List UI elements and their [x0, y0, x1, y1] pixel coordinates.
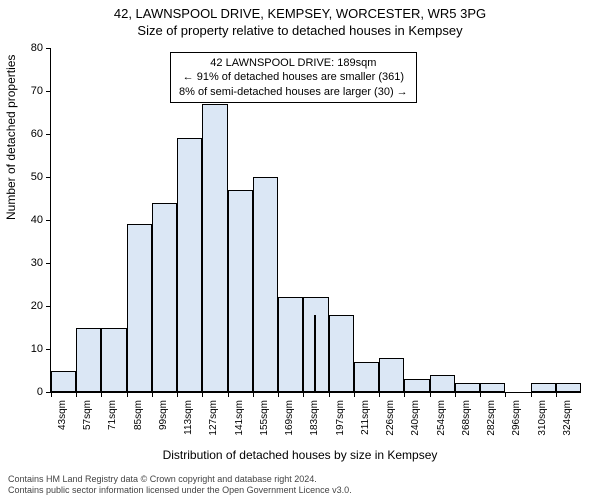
plot-area: 0102030405060708043sqm57sqm71sqm85sqm99s…	[50, 48, 580, 392]
y-tick-mark	[46, 220, 51, 221]
x-tick-mark	[505, 392, 506, 397]
y-tick-label: 0	[13, 386, 43, 398]
annotation-box: 42 LAWNSPOOL DRIVE: 189sqm ← 91% of deta…	[170, 52, 417, 103]
histogram-bar	[556, 383, 581, 392]
histogram-bar	[430, 375, 455, 392]
x-tick-label: 324sqm	[562, 400, 573, 440]
x-tick-mark	[177, 392, 178, 397]
annotation-line1: 42 LAWNSPOOL DRIVE: 189sqm	[179, 56, 408, 70]
x-tick-label: 71sqm	[107, 400, 118, 440]
histogram-bar	[329, 315, 354, 392]
y-tick-label: 40	[13, 214, 43, 226]
x-tick-mark	[430, 392, 431, 397]
y-tick-mark	[46, 91, 51, 92]
x-tick-label: 183sqm	[309, 400, 320, 440]
histogram-bar	[51, 371, 76, 393]
x-tick-label: 268sqm	[461, 400, 472, 440]
annotation-line3: 8% of semi-detached houses are larger (3…	[179, 85, 408, 99]
y-tick-mark	[46, 306, 51, 307]
title-sub: Size of property relative to detached ho…	[0, 23, 600, 38]
x-tick-label: 240sqm	[410, 400, 421, 440]
footer-line2: Contains public sector information licen…	[8, 485, 352, 496]
x-tick-label: 211sqm	[360, 400, 371, 440]
x-tick-label: 127sqm	[208, 400, 219, 440]
x-tick-label: 310sqm	[537, 400, 548, 440]
histogram-bar	[127, 224, 152, 392]
y-tick-mark	[46, 263, 51, 264]
x-tick-mark	[76, 392, 77, 397]
histogram-bar	[253, 177, 278, 392]
histogram-bar	[101, 328, 126, 393]
x-tick-label: 169sqm	[284, 400, 295, 440]
x-tick-mark	[480, 392, 481, 397]
x-tick-mark	[303, 392, 304, 397]
x-tick-mark	[253, 392, 254, 397]
histogram-bar	[480, 383, 505, 392]
x-tick-label: 254sqm	[436, 400, 447, 440]
x-tick-label: 43sqm	[57, 400, 68, 440]
x-tick-label: 141sqm	[234, 400, 245, 440]
histogram-bar	[76, 328, 101, 393]
y-tick-label: 20	[13, 300, 43, 312]
x-tick-mark	[278, 392, 279, 397]
x-tick-mark	[354, 392, 355, 397]
x-tick-label: 282sqm	[486, 400, 497, 440]
y-tick-mark	[46, 349, 51, 350]
y-tick-mark	[46, 134, 51, 135]
histogram-bar	[379, 358, 404, 392]
footer-line1: Contains HM Land Registry data © Crown c…	[8, 474, 352, 485]
histogram-bar	[354, 362, 379, 392]
x-tick-label: 113sqm	[183, 400, 194, 440]
x-tick-label: 226sqm	[385, 400, 396, 440]
marker-line	[314, 315, 316, 392]
x-tick-label: 197sqm	[335, 400, 346, 440]
x-tick-label: 57sqm	[82, 400, 93, 440]
histogram-bar	[152, 203, 177, 392]
x-tick-mark	[51, 392, 52, 397]
y-tick-label: 10	[13, 343, 43, 355]
footer-attribution: Contains HM Land Registry data © Crown c…	[8, 474, 352, 496]
histogram-bar	[228, 190, 253, 392]
histogram-bar	[177, 138, 202, 392]
y-tick-label: 80	[13, 42, 43, 54]
y-tick-mark	[46, 48, 51, 49]
x-tick-label: 85sqm	[133, 400, 144, 440]
x-tick-mark	[379, 392, 380, 397]
y-tick-label: 50	[13, 171, 43, 183]
x-tick-label: 155sqm	[259, 400, 270, 440]
x-tick-label: 99sqm	[158, 400, 169, 440]
annotation-line2: ← 91% of detached houses are smaller (36…	[179, 70, 408, 84]
y-tick-label: 60	[13, 128, 43, 140]
title-block: 42, LAWNSPOOL DRIVE, KEMPSEY, WORCESTER,…	[0, 0, 600, 38]
x-tick-mark	[329, 392, 330, 397]
x-tick-mark	[101, 392, 102, 397]
histogram-bar	[404, 379, 429, 392]
title-main: 42, LAWNSPOOL DRIVE, KEMPSEY, WORCESTER,…	[0, 6, 600, 21]
y-tick-label: 70	[13, 85, 43, 97]
y-tick-label: 30	[13, 257, 43, 269]
histogram-bar	[202, 104, 227, 392]
x-tick-mark	[228, 392, 229, 397]
histogram-bar	[455, 383, 480, 392]
x-tick-mark	[127, 392, 128, 397]
histogram-bar	[531, 383, 556, 392]
histogram-bar	[278, 297, 303, 392]
x-tick-mark	[202, 392, 203, 397]
x-tick-mark	[404, 392, 405, 397]
x-tick-label: 296sqm	[511, 400, 522, 440]
chart-container: 42, LAWNSPOOL DRIVE, KEMPSEY, WORCESTER,…	[0, 0, 600, 500]
x-tick-mark	[531, 392, 532, 397]
x-tick-mark	[556, 392, 557, 397]
y-tick-mark	[46, 177, 51, 178]
x-tick-mark	[152, 392, 153, 397]
x-tick-mark	[455, 392, 456, 397]
x-axis-label: Distribution of detached houses by size …	[0, 448, 600, 462]
